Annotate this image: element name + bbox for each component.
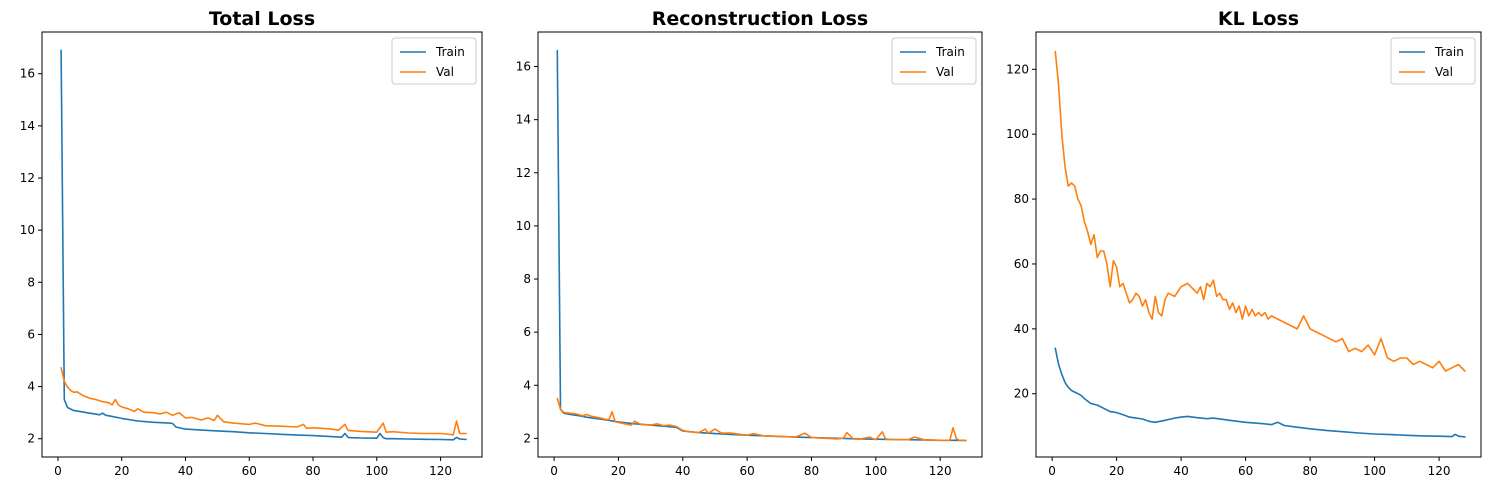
series-line-train xyxy=(1054,347,1466,438)
x-tick-label: 80 xyxy=(804,464,819,478)
x-tick-label: 100 xyxy=(864,464,887,478)
y-tick-label: 8 xyxy=(27,275,35,289)
y-tick-label: 100 xyxy=(1006,127,1029,141)
x-tick-label: 0 xyxy=(550,464,558,478)
legend-label-train: Train xyxy=(1434,45,1464,59)
y-tick-label: 6 xyxy=(27,327,35,341)
y-tick-label: 40 xyxy=(1014,322,1029,336)
legend: Train Val xyxy=(391,37,477,85)
y-tick-label: 4 xyxy=(523,378,531,392)
y-tick-label: 16 xyxy=(516,60,531,74)
y-tick-label: 16 xyxy=(20,67,35,81)
x-tick-label: 60 xyxy=(739,464,754,478)
y-tick-label: 120 xyxy=(1006,62,1029,76)
x-tick-label: 0 xyxy=(1048,464,1056,478)
legend: Train Val xyxy=(1390,37,1476,85)
y-tick-label: 20 xyxy=(1014,387,1029,401)
series-line-train xyxy=(556,49,967,442)
legend-label-val: Val xyxy=(936,65,954,79)
x-tick-label: 20 xyxy=(1109,464,1124,478)
chart-title: KL Loss xyxy=(1218,8,1299,30)
x-tick-label: 120 xyxy=(429,464,452,478)
x-tick-label: 60 xyxy=(1238,464,1253,478)
chart-title: Total Loss xyxy=(209,8,315,30)
x-tick-label: 100 xyxy=(365,464,388,478)
y-tick-label: 12 xyxy=(20,171,35,185)
legend-label-train: Train xyxy=(935,45,965,59)
y-tick-label: 14 xyxy=(516,113,531,127)
plot-frame xyxy=(1035,31,1482,458)
x-tick-label: 80 xyxy=(1302,464,1317,478)
x-tick-label: 120 xyxy=(1428,464,1451,478)
series-line-val xyxy=(60,366,467,436)
x-tick-label: 60 xyxy=(242,464,257,478)
legend-label-val: Val xyxy=(1435,65,1453,79)
x-tick-label: 0 xyxy=(54,464,62,478)
x-tick-label: 120 xyxy=(929,464,952,478)
legend: Train Val xyxy=(891,37,977,85)
y-tick-label: 6 xyxy=(523,325,531,339)
x-tick-label: 40 xyxy=(1173,464,1188,478)
legend-label-val: Val xyxy=(436,65,454,79)
plot-frame xyxy=(537,31,983,458)
x-tick-label: 40 xyxy=(675,464,690,478)
y-tick-label: 14 xyxy=(20,119,35,133)
x-tick-label: 100 xyxy=(1363,464,1386,478)
y-tick-label: 8 xyxy=(523,272,531,286)
series-line-val xyxy=(1054,50,1466,372)
y-tick-label: 4 xyxy=(27,380,35,394)
y-tick-label: 12 xyxy=(516,166,531,180)
y-tick-label: 10 xyxy=(516,219,531,233)
chart-panel-3: KL Loss 0 20 40 60 80 100 120 20 40 60 80 100 120 Trai… xyxy=(1006,8,1482,478)
chart-panel-2: Reconstruction Loss 0 20 40 60 80 100 120 2 4 6 8 10… xyxy=(516,8,983,478)
chart-panel-1: Total Loss 0 20 40 60 80 100 120 2 4 6 8 10 12 14 16 Tra… xyxy=(20,8,483,478)
series-line-val xyxy=(556,397,967,442)
series-line-train xyxy=(60,49,467,441)
y-tick-label: 2 xyxy=(523,431,531,445)
y-tick-label: 10 xyxy=(20,223,35,237)
y-tick-label: 80 xyxy=(1014,192,1029,206)
y-tick-label: 60 xyxy=(1014,257,1029,271)
x-tick-label: 20 xyxy=(114,464,129,478)
plot-frame xyxy=(41,31,483,458)
x-tick-label: 20 xyxy=(611,464,626,478)
y-tick-label: 2 xyxy=(27,432,35,446)
chart-title: Reconstruction Loss xyxy=(652,8,868,30)
legend-label-train: Train xyxy=(435,45,465,59)
x-tick-label: 40 xyxy=(178,464,193,478)
x-tick-label: 80 xyxy=(305,464,320,478)
